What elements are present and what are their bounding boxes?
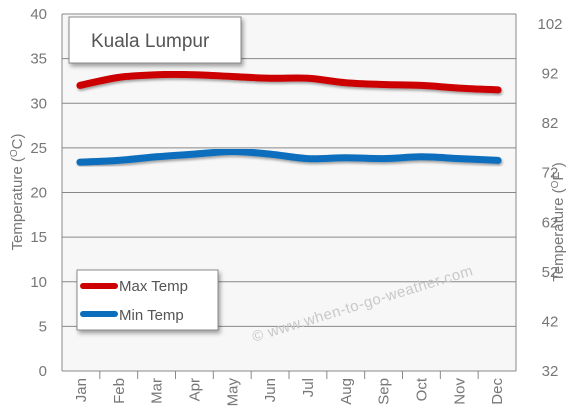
right-tick-label: 32 [542,363,559,380]
x-tick-label: May [224,378,241,407]
legend: Max Temp Min Temp [76,269,219,331]
right-tick-label: 102 [537,16,562,33]
chart-title: Kuala Lumpur [91,31,210,52]
series-line-max-temp [76,70,502,94]
right-tick-label: 62 [542,214,559,231]
left-tick-label: 10 [30,274,47,291]
right-tick-label: 42 [542,313,559,330]
x-tick-label: Jan [73,378,90,402]
left-axis-ticks: 0 5 10 15 20 25 30 35 40 [30,6,47,380]
title-box: Kuala Lumpur [68,16,242,64]
left-tick-label: 20 [30,185,47,202]
x-tick-label: Aug [338,378,355,405]
left-tick-label: 40 [30,6,47,23]
legend-label-max: Max Temp [119,278,188,295]
x-tick-label: Jul [300,378,317,397]
x-tick-label: Dec [489,378,506,405]
right-axis-ticks: 32 42 52 62 72 82 92 102 [537,16,562,380]
legend-label-min: Min Temp [119,307,184,324]
left-tick-label: 30 [30,95,47,112]
right-tick-label: 82 [542,115,559,132]
y-axis-title-left: Temperature (OC) [9,134,26,251]
left-tick-label: 25 [30,140,47,157]
x-tick-label: Sep [376,378,393,405]
left-tick-label: 5 [39,318,47,335]
left-tick-label: 35 [30,51,47,68]
x-tick-label: Mar [149,378,166,404]
left-tick-label: 15 [30,229,47,246]
x-tick-label: Nov [451,378,468,405]
right-tick-label: 92 [542,66,559,83]
x-tick-label: Jun [262,378,279,402]
right-tick-label: 72 [542,165,559,182]
y-axis-title-right: Temperature (OF ) [550,162,567,281]
series-line-min-temp [76,147,502,166]
x-axis-ticks: Jan Feb Mar Apr May Jun Jul Aug Sep Oct Nov Dec [73,371,506,406]
left-tick-label: 0 [39,363,47,380]
x-tick-label: Oct [413,377,430,401]
series-lines [76,70,502,166]
x-tick-label: Apr [186,378,203,401]
right-tick-label: 52 [542,264,559,281]
x-tick-label: Feb [111,378,128,404]
